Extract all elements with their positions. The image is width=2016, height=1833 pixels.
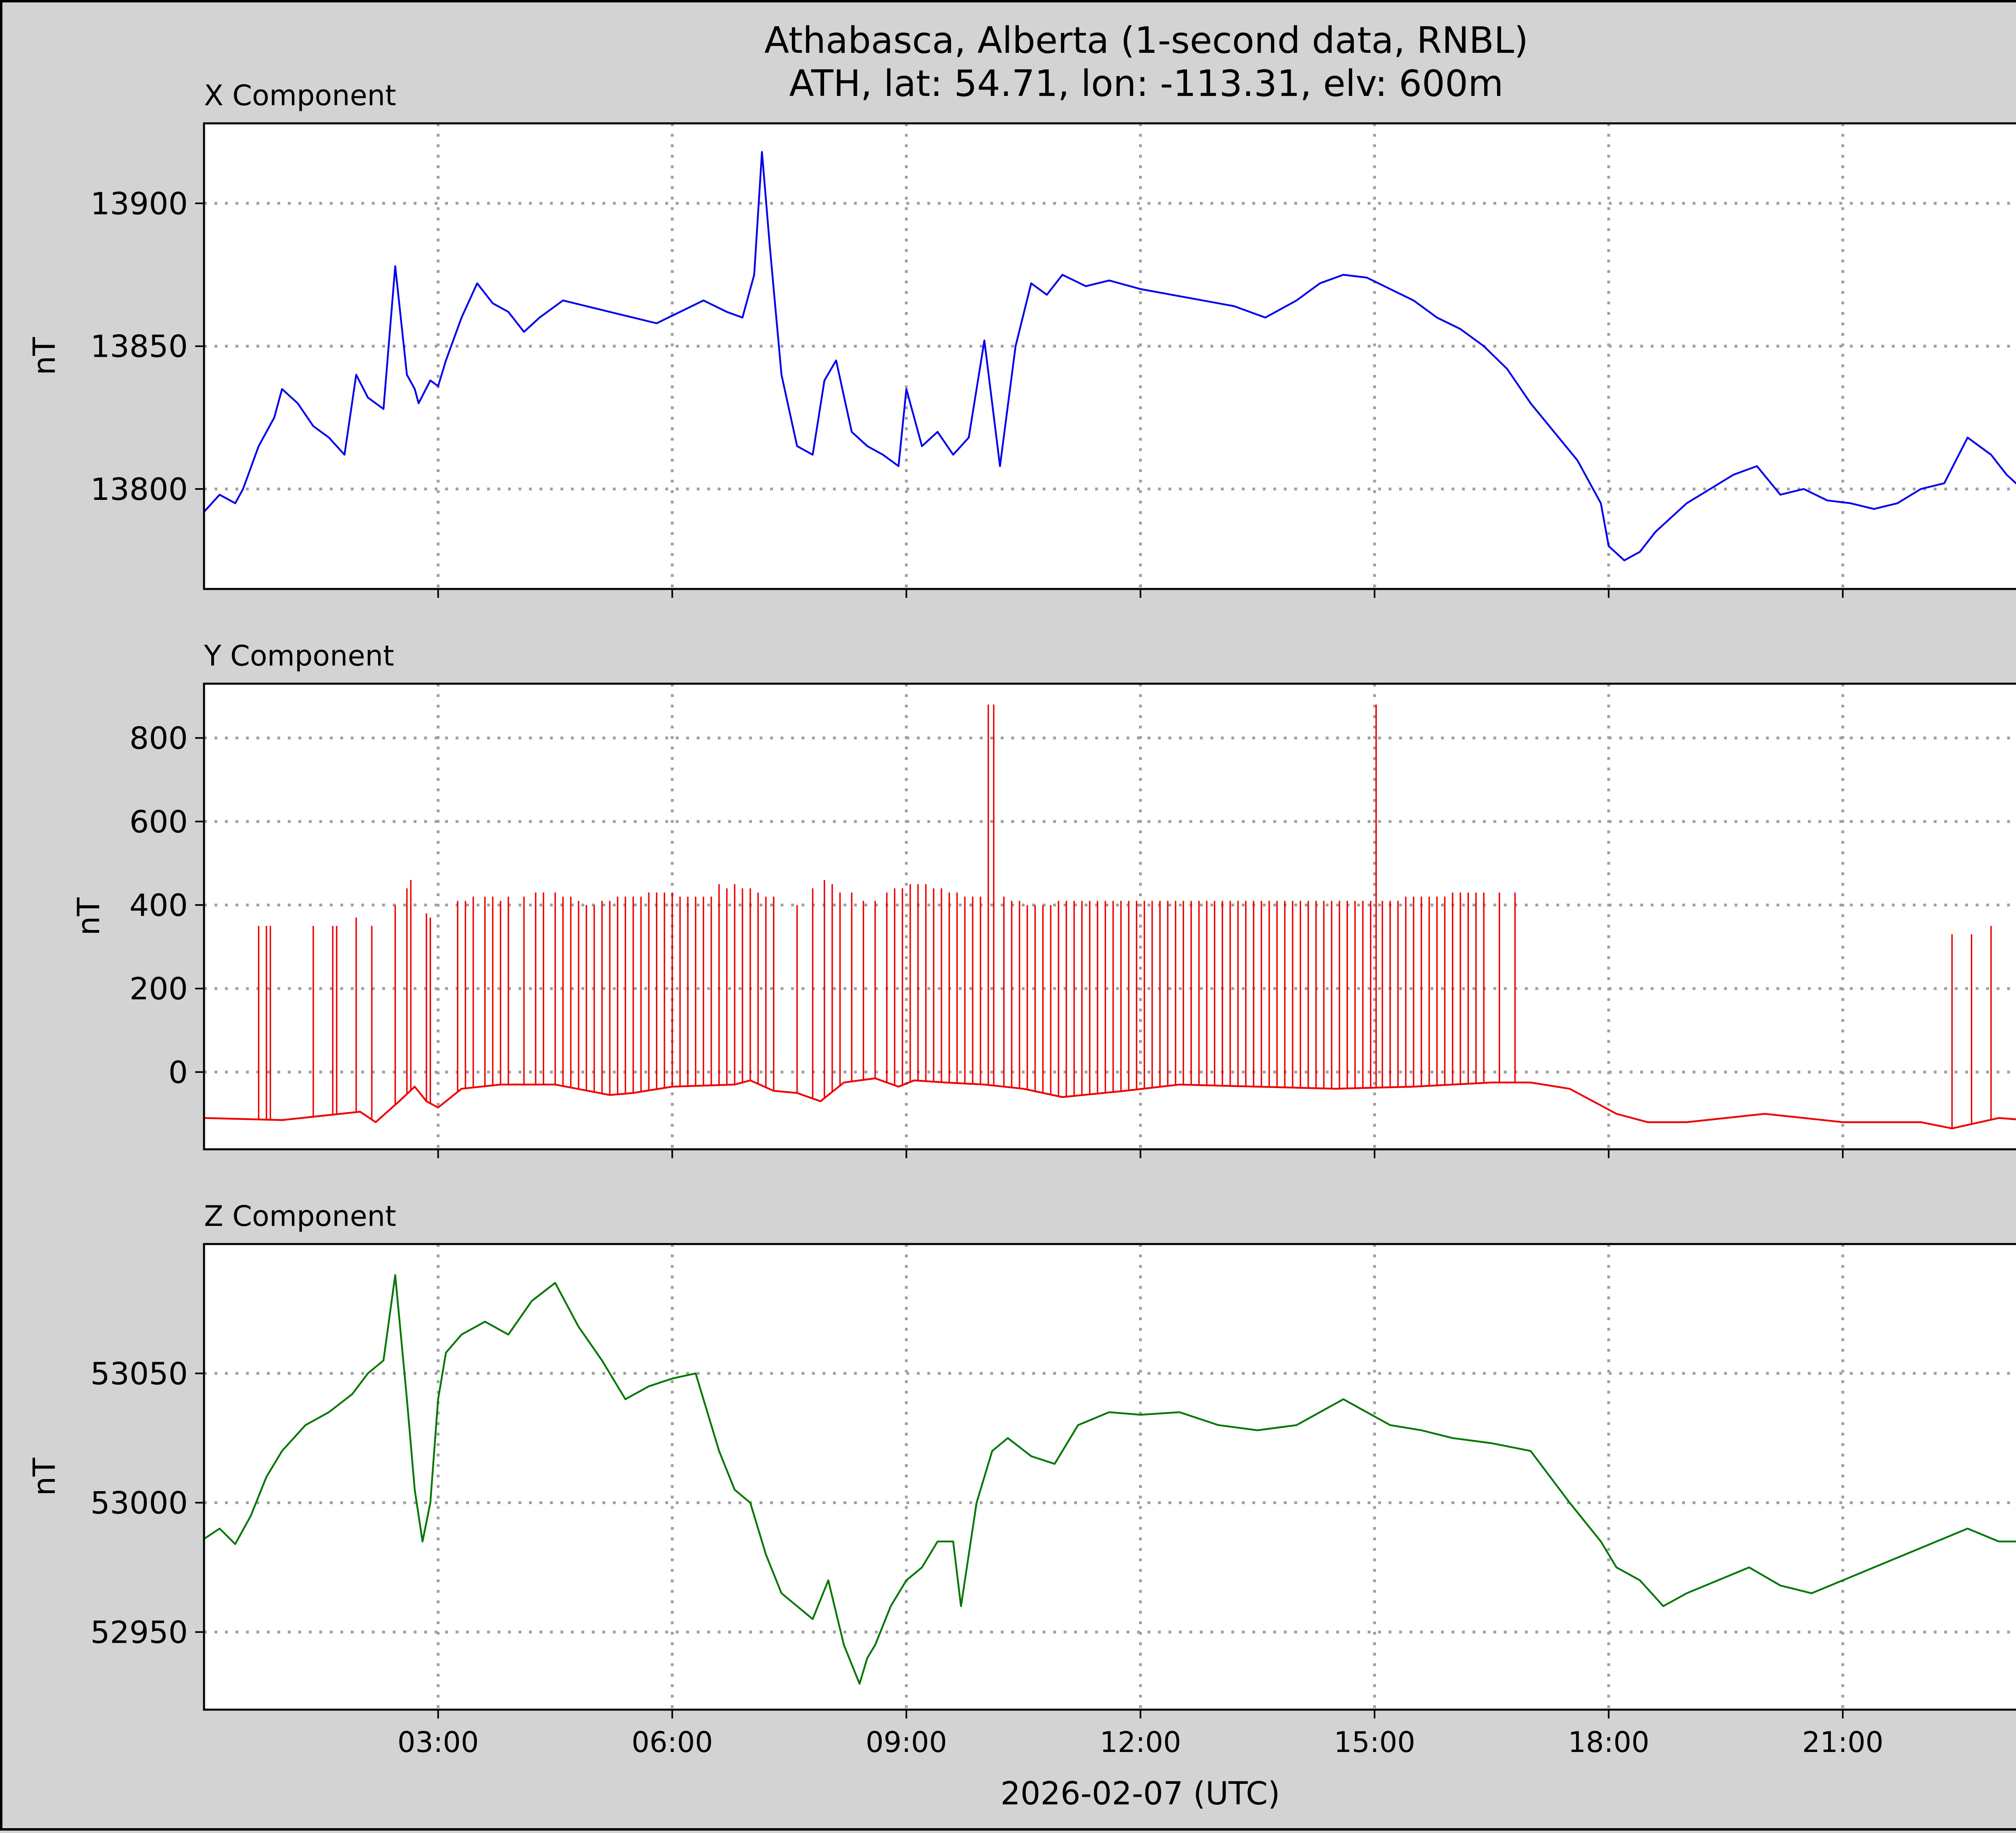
x-tick-label: 21:00 — [1802, 1726, 1884, 1759]
z-plot-frame — [203, 1243, 2016, 1711]
x-tick-label: 15:00 — [1334, 1726, 1415, 1759]
x-y-tick-label: 13800 — [90, 471, 188, 507]
x-tick-label: 18:00 — [1568, 1726, 1649, 1759]
x-y-tick-label: 13850 — [90, 329, 188, 364]
x-tick-label: 09:00 — [866, 1726, 947, 1759]
z-plot-area — [204, 1244, 2016, 1710]
y-plot-frame — [203, 682, 2016, 1151]
figure-title-line1: Athabasca, Alberta (1-second data, RNBL) — [764, 19, 1529, 62]
y-y-tick-label: 0 — [169, 1054, 188, 1090]
panels: X Component 13800 13850 13900 nT Y Component 0… — [26, 79, 2016, 1759]
x-tick-label: 03:00 — [398, 1726, 479, 1759]
y-y-tick-label: 800 — [129, 720, 188, 756]
z-y-axis-label: nT — [26, 1458, 62, 1496]
z-y-tick-label: 53000 — [90, 1485, 188, 1521]
figure-title-line2: ATH, lat: 54.71, lon: -113.31, elv: 600m — [789, 62, 1503, 105]
x-series-line — [204, 151, 2016, 562]
x-plot-frame — [203, 122, 2016, 590]
z-y-tick-label: 52950 — [90, 1615, 188, 1650]
z-panel: Z Component 03:00 06:00 09:00 12:00 15:00 18:0… — [26, 1200, 2016, 1759]
x-tick-label: 12:00 — [1100, 1726, 1181, 1759]
z-y-tick-label: 53050 — [90, 1356, 188, 1392]
y-plot-area — [204, 684, 2016, 1149]
x-plot-area — [204, 123, 2016, 589]
x-axis-label: 2026-02-07 (UTC) — [1000, 1776, 1280, 1812]
x-panel-title: X Component — [204, 79, 396, 112]
y-y-tick-label: 200 — [129, 971, 188, 1007]
y-series-line — [204, 1077, 2016, 1130]
z-series-line — [204, 1274, 2016, 1685]
y-data-group — [204, 704, 2016, 1130]
y-y-tick-label: 400 — [129, 887, 188, 923]
z-panel-title: Z Component — [204, 1200, 396, 1233]
y-y-axis-label: nT — [71, 897, 106, 936]
x-y-tick-label: 13900 — [90, 185, 188, 221]
z-data-group — [204, 1274, 2016, 1685]
x-y-axis-label: nT — [26, 337, 62, 375]
x-data-group — [204, 151, 2016, 562]
x-panel: X Component 13800 13850 13900 nT — [26, 79, 2016, 598]
y-panel: Y Component 0 200 400 600 800 nT — [71, 639, 2016, 1158]
y-panel-title: Y Component — [204, 639, 394, 672]
x-tick-label: 06:00 — [631, 1726, 713, 1759]
y-y-tick-label: 600 — [129, 804, 188, 840]
